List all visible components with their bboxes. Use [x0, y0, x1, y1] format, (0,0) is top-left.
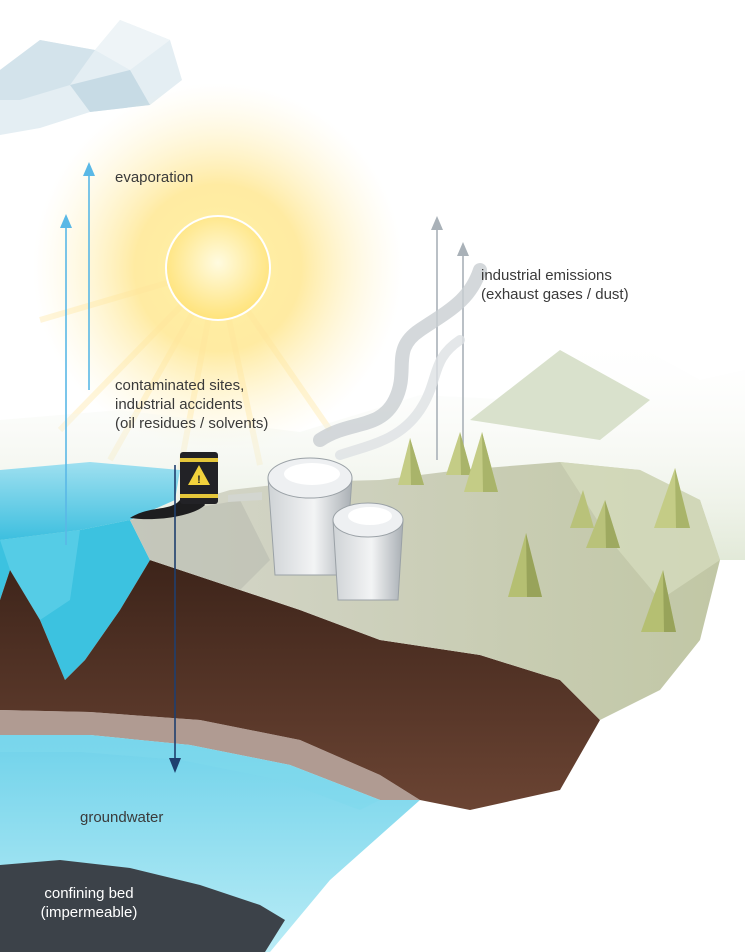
- groundwater-label: groundwater: [80, 809, 164, 826]
- lake-surface: [0, 462, 180, 540]
- svg-text:!: !: [197, 474, 201, 486]
- contaminated-sites-label: contaminated sites, industrial accidents…: [115, 377, 269, 432]
- storage-tank-icon: [228, 457, 404, 601]
- hazard-barrel-icon: !: [130, 452, 218, 520]
- sun-icon: [33, 83, 403, 471]
- evaporation-arrows: [60, 162, 95, 545]
- tree-icon: [398, 432, 690, 632]
- cloud-icon: [0, 20, 182, 135]
- confining-bed-label: confining bed (impermeable): [40, 885, 138, 921]
- distant-hill: [470, 350, 650, 440]
- industrial-emissions-label: industrial emissions (exhaust gases / du…: [481, 267, 629, 303]
- seepage-arrow: [169, 465, 181, 773]
- confining-bed: [0, 860, 285, 952]
- evaporation-label: evaporation: [115, 169, 194, 186]
- soil-layer: [0, 560, 600, 810]
- smoke-plume-icon: [313, 263, 487, 460]
